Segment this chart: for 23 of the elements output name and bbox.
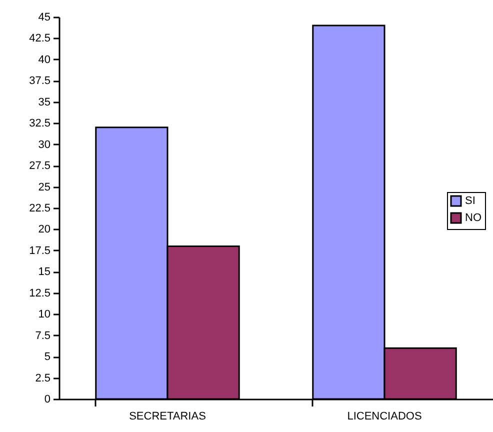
y-tick-label: 37.5 (29, 75, 50, 88)
y-tick-label: 22.5 (29, 202, 50, 214)
y-tick-label: 35 (38, 96, 50, 108)
y-tick-label: 2.5 (35, 372, 50, 384)
y-tick-label: 30 (38, 138, 50, 151)
y-tick-label: 20 (38, 224, 50, 236)
legend-label: NO (465, 212, 482, 224)
y-tick-label: 15 (38, 266, 50, 278)
y-tick-label: 27.5 (29, 160, 50, 172)
legend-label: SI (465, 195, 476, 207)
x-tick-label: LICENCIADOS (347, 410, 422, 422)
y-tick-label: 5 (44, 351, 50, 364)
y-tick-label: 32.5 (29, 118, 50, 130)
y-tick-label: 45 (38, 12, 50, 24)
y-tick-label: 25 (38, 181, 50, 194)
x-tick-label: SECRETARIAS (129, 410, 206, 422)
y-tick-label: 7.5 (35, 330, 50, 342)
y-tick-label: 17.5 (29, 244, 50, 257)
y-tick-label: 42.5 (29, 32, 50, 45)
y-tick-label: 0 (44, 394, 50, 406)
y-tick-label: 12.5 (29, 287, 50, 300)
y-tick-label: 40 (38, 54, 50, 66)
y-tick-label: 10 (38, 308, 50, 321)
